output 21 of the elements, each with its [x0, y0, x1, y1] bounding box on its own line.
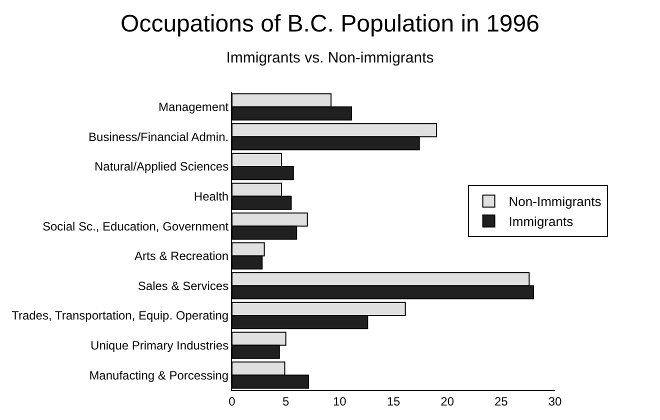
chart-subtitle: Immigrants vs. Non-immigrants	[226, 50, 434, 67]
y-tick-label: Business/Financial Admin.	[88, 130, 229, 144]
x-tick-label: 10	[332, 394, 347, 408]
x-tick-label: 5	[282, 394, 290, 408]
y-tick-label: Social Sc., Education, Government	[42, 219, 230, 234]
x-tick-label: 30	[548, 394, 562, 408]
y-tick-label: Manufacting & Porcessing	[89, 368, 229, 382]
legend-label: Immigrants	[508, 214, 574, 230]
x-tick-label: 0	[228, 394, 236, 408]
chart-title: Occupations of B.C. Population in 1996	[120, 10, 540, 38]
y-tick-label: Trades, Transportation, Equip. Operating	[12, 308, 229, 323]
legend-label: Non-Immigrants	[508, 194, 602, 210]
x-tick-label: 20	[440, 394, 454, 408]
y-tick-label: Sales & Services	[138, 278, 229, 293]
x-tick-label: 25	[494, 394, 508, 408]
y-tick-label: Natural/Applied Sciences	[94, 160, 229, 174]
y-tick-label: Unique Primary Industries	[90, 338, 229, 352]
y-tick-label: Health	[194, 190, 229, 204]
y-tick-label: Management	[158, 100, 230, 114]
y-tick-label: Arts & Recreation	[134, 249, 229, 264]
x-tick-label: 15	[386, 394, 400, 408]
